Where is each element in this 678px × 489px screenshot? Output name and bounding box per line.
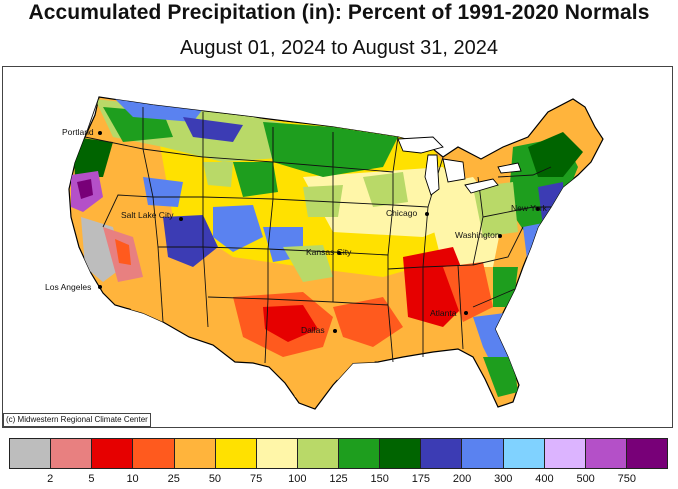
- legend-swatch-3: [133, 439, 175, 468]
- legend-swatch-5: [215, 439, 257, 468]
- legend-swatch-13: [544, 439, 586, 468]
- legend-tick-label: 10: [126, 473, 139, 485]
- legend-swatch-1: [51, 439, 93, 468]
- city-marker-salt-lake-city: [179, 217, 183, 221]
- city-marker-dallas: [333, 329, 337, 333]
- city-markers: [98, 131, 540, 333]
- city-label-washington: Washington: [455, 230, 500, 240]
- legend-tick-label: 2: [47, 473, 54, 485]
- legend-swatch-8: [339, 439, 381, 468]
- legend-swatch-14: [585, 439, 627, 468]
- city-label-new-york: New York: [511, 203, 547, 213]
- legend-tick-label: 100: [288, 473, 307, 485]
- legend-swatch-6: [256, 439, 298, 468]
- city-label-portland: Portland: [62, 127, 94, 137]
- legend-swatch-0: [10, 439, 52, 468]
- color-legend: [9, 438, 668, 469]
- legend-swatch-4: [174, 439, 216, 468]
- legend-tick-label: 200: [452, 473, 472, 485]
- legend-tick-label: 175: [411, 473, 431, 485]
- city-label-atlanta: Atlanta: [430, 308, 457, 318]
- city-marker-portland: [98, 131, 102, 135]
- legend-tick-label: 300: [494, 473, 513, 485]
- city-label-chicago: Chicago: [386, 208, 418, 218]
- legend-tick-label: 125: [329, 473, 348, 485]
- city-label-dallas: Dallas: [301, 325, 325, 335]
- legend-swatch-9: [380, 439, 422, 468]
- legend-swatch-15: [626, 439, 667, 468]
- copyright-notice: (c) Midwestern Regional Climate Center: [3, 413, 151, 427]
- chart-title: Accumulated Precipitation (in): Percent …: [28, 1, 650, 24]
- legend-swatch-7: [297, 439, 339, 468]
- legend-swatch-12: [503, 439, 545, 468]
- great-lakes: [397, 136, 522, 196]
- legend-swatch-11: [462, 439, 504, 468]
- city-label-salt-lake-city: Salt Lake City: [121, 210, 174, 220]
- legend-tick-label: 75: [250, 473, 263, 485]
- legend-tick-label: 750: [617, 473, 636, 485]
- legend-swatch-10: [421, 439, 463, 468]
- legend-tick-label: 50: [208, 473, 222, 485]
- city-label-los-angeles: Los Angeles: [45, 282, 92, 292]
- legend-tick-label: 5: [88, 473, 95, 485]
- legend-tick-label: 25: [167, 473, 180, 485]
- legend-tick-labels: 2 5 10 25 50 75 100 125 150 175 200 300 400 500 750: [9, 473, 668, 487]
- city-marker-atlanta: [464, 311, 468, 315]
- city-marker-chicago: [425, 212, 429, 216]
- map-panel: Portland Salt Lake City Los Angeles Kans…: [2, 66, 673, 428]
- state-boundaries: [84, 96, 552, 364]
- precipitation-map: [68, 96, 604, 410]
- city-marker-kansas-city: [337, 251, 341, 255]
- legend-tick-label: 500: [576, 473, 595, 485]
- legend-swatch-2: [92, 439, 134, 468]
- city-marker-washington: [498, 234, 502, 238]
- date-range-subtitle: August 01, 2024 to August 31, 2024: [179, 37, 499, 59]
- city-label-kansas-city: Kansas City: [306, 247, 352, 257]
- city-marker-los-angeles: [98, 285, 102, 289]
- legend-tick-label: 150: [370, 473, 389, 485]
- city-marker-new-york: [536, 207, 540, 211]
- legend-tick-label: 400: [535, 473, 554, 485]
